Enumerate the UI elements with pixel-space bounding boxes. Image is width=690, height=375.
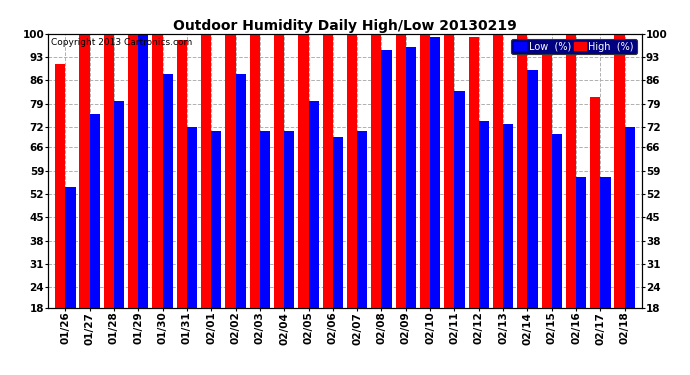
Bar xyxy=(55,64,66,308)
Bar xyxy=(211,130,221,308)
Bar xyxy=(503,124,513,308)
Bar xyxy=(493,14,503,307)
Bar xyxy=(308,100,319,308)
Bar xyxy=(382,51,392,308)
Bar xyxy=(66,188,75,308)
Bar xyxy=(323,30,333,308)
Bar xyxy=(226,30,235,308)
Bar xyxy=(615,0,624,308)
Bar xyxy=(90,114,100,308)
Bar xyxy=(518,14,527,307)
Bar xyxy=(371,4,382,308)
Title: Outdoor Humidity Daily High/Low 20130219: Outdoor Humidity Daily High/Low 20130219 xyxy=(173,19,517,33)
Bar xyxy=(138,7,148,308)
Bar xyxy=(479,120,489,308)
Bar xyxy=(187,127,197,308)
Bar xyxy=(104,0,114,308)
Text: Copyright 2013 Cartronics.com: Copyright 2013 Cartronics.com xyxy=(51,38,193,47)
Bar xyxy=(163,74,172,308)
Bar xyxy=(590,97,600,308)
Bar xyxy=(527,70,538,308)
Bar xyxy=(624,127,635,308)
Bar xyxy=(177,40,187,308)
Bar xyxy=(347,0,357,308)
Bar xyxy=(298,30,308,308)
Bar xyxy=(152,0,163,308)
Bar xyxy=(444,24,455,307)
Bar xyxy=(566,34,576,308)
Bar xyxy=(469,37,479,308)
Bar xyxy=(260,130,270,308)
Bar xyxy=(395,27,406,308)
Bar xyxy=(552,134,562,308)
Bar xyxy=(284,130,295,308)
Bar xyxy=(455,90,464,308)
Bar xyxy=(79,0,90,308)
Bar xyxy=(114,100,124,308)
Bar xyxy=(420,0,430,308)
Bar xyxy=(600,177,611,308)
Bar xyxy=(201,30,211,308)
Bar xyxy=(250,34,260,308)
Bar xyxy=(333,137,343,308)
Bar xyxy=(430,37,440,308)
Bar xyxy=(542,40,552,308)
Bar xyxy=(235,74,246,308)
Bar xyxy=(406,47,416,308)
Legend: Low  (%), High  (%): Low (%), High (%) xyxy=(511,39,637,54)
Bar xyxy=(357,130,367,308)
Bar xyxy=(128,0,138,308)
Bar xyxy=(274,30,284,308)
Bar xyxy=(576,177,586,308)
